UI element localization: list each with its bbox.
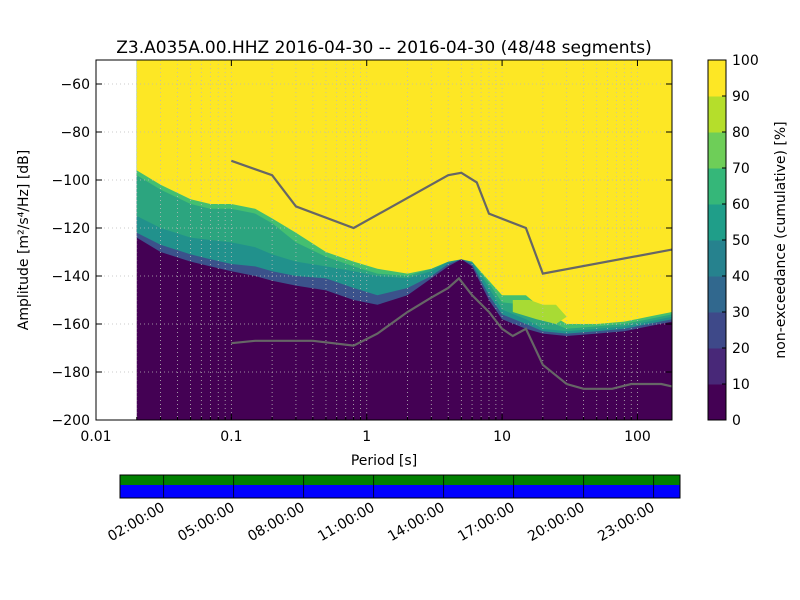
colorbar-tick-label: 30 [732,305,750,321]
timeline-tick-label: 08:00:00 [245,500,307,545]
reference-curve-2 [231,276,673,390]
x-tick-label: 10 [493,429,511,445]
colorbar-segment [708,240,726,277]
timeline-tick-label: 20:00:00 [525,500,587,545]
colorbar-segment [708,312,726,349]
colorbar-segment [708,276,726,313]
chart-title: Z3.A035A.00.HHZ 2016-04-30 -- 2016-04-30… [116,38,651,58]
availability-timeline [119,474,681,499]
grid [96,60,672,421]
colorbar-segment [708,96,726,133]
colorbar-segment [708,168,726,205]
plot-frame [95,59,673,421]
reference-curves [230,159,673,390]
timeline-tick-label: 11:00:00 [315,500,377,545]
x-tick-label: 0.01 [80,429,111,445]
colorbar-segment [708,60,726,97]
timeline-tick-label: 05:00:00 [175,500,237,545]
timeline-tick-label: 02:00:00 [105,500,167,545]
x-tick-label: 1 [362,429,371,445]
y-tick-label: −160 [52,317,90,333]
x-tick-label: 0.1 [220,429,242,445]
x-axis-label: Period [s] [351,453,417,469]
y-axis-label: Amplitude [m²/s⁴/Hz] [dB] [16,150,32,330]
colorbar-tick-label: 80 [732,125,750,141]
colorbar-tick-label: 100 [732,53,759,69]
y-tick-label: −180 [52,365,90,381]
colorbar-segment [708,204,726,241]
colorbar-tick-label: 0 [732,413,741,429]
colorbar-tick-label: 50 [732,233,750,249]
timeline-tick-label: 14:00:00 [385,500,447,545]
y-tick-label: −120 [52,221,90,237]
y-tick-label: −140 [52,269,90,285]
timeline-frame [119,474,681,499]
x-tick-label: 100 [624,429,651,445]
colorbar-tick-label: 60 [732,197,750,213]
timeline-used-bar [120,485,680,498]
y-tick-label: −60 [60,77,90,93]
timeline-tick-label: 23:00:00 [595,500,657,545]
colorbar-tick-label: 90 [732,89,750,105]
colorbar-segment [708,132,726,169]
colorbar-tick-label: 40 [732,269,750,285]
reference-curve-1 [230,159,673,275]
colorbar-label: non-exceedance (cumulative) [%] [773,121,789,358]
probability-bands [136,60,672,420]
colorbar-segment [708,384,726,421]
plot-area [95,59,673,421]
y-tick-label: −80 [60,125,90,141]
colorbar-tick-label: 10 [732,377,750,393]
colorbar [708,60,726,421]
timeline-available-bar [120,475,680,485]
x-axis-ticks: 0.01 0.1 1 10 100 [80,60,651,445]
timeline-tick-label: 17:00:00 [455,500,517,545]
band-80-90-pocket [512,300,567,324]
colorbar-tick-label: 70 [732,161,750,177]
colorbar-segment [708,348,726,385]
colorbar-tick-label: 20 [732,341,750,357]
y-tick-label: −100 [52,173,90,189]
y-axis-ticks: −60 −80 −100 −120 −140 −160 −180 −200 [52,77,672,429]
y-tick-label: −200 [52,413,90,429]
